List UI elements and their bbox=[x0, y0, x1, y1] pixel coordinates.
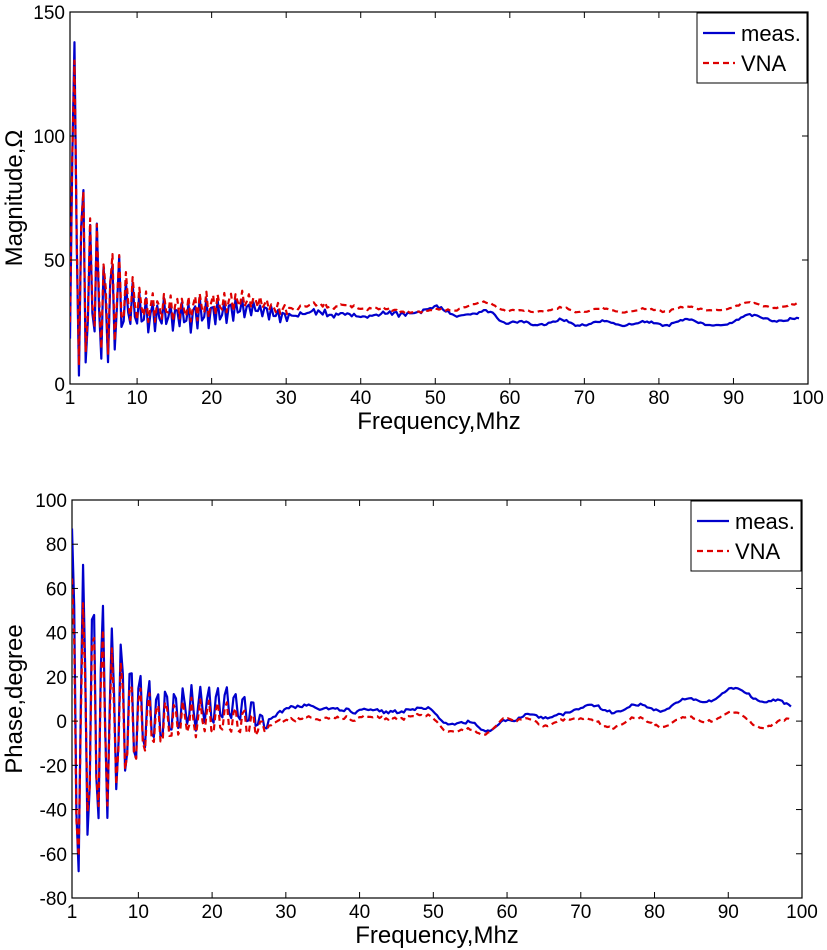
legend-box bbox=[690, 500, 802, 572]
x-tick-label: 20 bbox=[202, 902, 223, 923]
x-tick-label: 90 bbox=[723, 388, 744, 409]
x-tick-label: 20 bbox=[201, 388, 222, 409]
x-tick-label: 1 bbox=[65, 388, 76, 409]
x-tick-label: 10 bbox=[128, 902, 149, 923]
y-tick-label: 80 bbox=[46, 535, 67, 556]
legend-box bbox=[696, 12, 808, 84]
x-tick-label: 1 bbox=[67, 902, 78, 923]
x-axis-label: Frequency,Mhz bbox=[355, 922, 519, 949]
y-tick-label: 20 bbox=[46, 668, 67, 689]
x-tick-label: 90 bbox=[718, 902, 739, 923]
series-line-meas bbox=[70, 41, 800, 377]
y-tick-label: -20 bbox=[40, 756, 67, 777]
chart-phase: 1 10 20 30 40 50 60 70 80 90 100 -80 -60 -40 -20 0 20 40 6… bbox=[1, 491, 818, 949]
x-tick-label: 50 bbox=[423, 902, 444, 923]
legend: meas. VNA bbox=[696, 12, 808, 84]
x-tick-label: 80 bbox=[648, 388, 669, 409]
x-tick-label: 60 bbox=[499, 388, 520, 409]
y-tick-label: 0 bbox=[56, 712, 67, 733]
y-tick-label: 0 bbox=[54, 375, 65, 396]
x-tick-label: 100 bbox=[786, 902, 818, 923]
y-tick-label: 60 bbox=[46, 579, 67, 600]
series-line-meas bbox=[72, 528, 792, 873]
x-tick-label: 80 bbox=[644, 902, 665, 923]
y-axis-label: Phase,degree bbox=[1, 624, 28, 773]
y-axis-label: Magnitude,Ω bbox=[1, 130, 28, 267]
legend-label: VNA bbox=[735, 539, 781, 564]
legend-label: VNA bbox=[741, 51, 787, 76]
legend: meas. VNA bbox=[690, 500, 802, 572]
x-tick-label: 60 bbox=[496, 902, 517, 923]
y-tick-label: -80 bbox=[40, 889, 67, 910]
x-tick-label: 30 bbox=[276, 388, 297, 409]
x-tick-label: 50 bbox=[425, 388, 446, 409]
y-tick-label: 100 bbox=[33, 127, 65, 148]
x-tick-label: 40 bbox=[350, 388, 371, 409]
legend-label: meas. bbox=[741, 21, 801, 46]
y-tick-label: -60 bbox=[40, 845, 67, 866]
x-tick-label: 70 bbox=[574, 388, 595, 409]
y-tick-label: 40 bbox=[46, 624, 67, 645]
x-tick-label: 70 bbox=[570, 902, 591, 923]
plot-area bbox=[69, 11, 809, 385]
chart-mag: 1 10 20 30 40 50 60 70 80 90 100 0 50 100 150 Frequency… bbox=[1, 3, 824, 435]
x-tick-label: 30 bbox=[275, 902, 296, 923]
x-tick-label: 40 bbox=[349, 902, 370, 923]
legend-label: meas. bbox=[735, 509, 795, 534]
y-tick-label: -40 bbox=[40, 801, 67, 822]
x-axis-label: Frequency,Mhz bbox=[357, 408, 521, 435]
y-tick-label: 150 bbox=[33, 3, 65, 24]
x-tick-label: 100 bbox=[792, 388, 824, 409]
x-tick-label: 10 bbox=[127, 388, 148, 409]
y-tick-label: 50 bbox=[44, 251, 65, 272]
y-tick-label: 100 bbox=[35, 491, 67, 512]
